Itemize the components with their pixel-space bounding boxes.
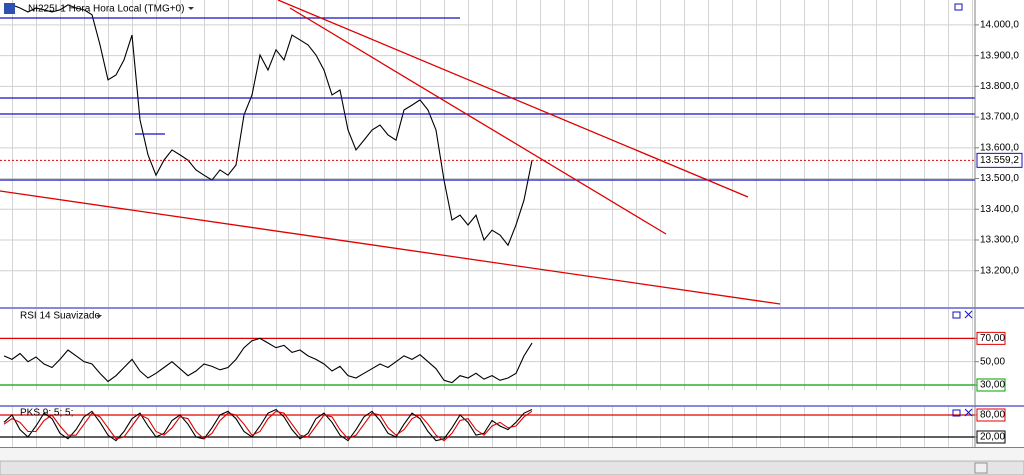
y-tick-label: 13.300,0 [980, 235, 1019, 246]
tick-box [976, 378, 1006, 392]
y-tick-label: 30,00 [980, 380, 1005, 391]
y-tick-label: 13.700,0 [980, 112, 1019, 123]
tick-box [976, 430, 1006, 444]
y-tick-label: 13.800,0 [980, 81, 1019, 92]
y-tick-label: 13.500,0 [980, 173, 1019, 184]
series-line [3, 410, 533, 442]
maximize-button[interactable] [952, 311, 961, 319]
plots: 13.200,0 13.300,0 13.400,0 13.500,0 13.600,0… [0, 4, 1023, 460]
maximize-button[interactable] [952, 409, 961, 417]
drawings [0, 0, 975, 305]
series-line [3, 408, 533, 442]
y-tick-label: 14.000,0 [980, 20, 1019, 31]
symbol-icon [4, 3, 15, 14]
tick-box [976, 408, 1006, 422]
time-axis [0, 448, 1024, 460]
last-price-box [976, 152, 1023, 168]
maximize-button[interactable] [954, 3, 963, 11]
y-tick-label: 13.600,0 [980, 142, 1019, 153]
title-menu[interactable] [188, 7, 194, 10]
tick-box [976, 331, 1006, 345]
y-tick-label: 50,00 [980, 356, 1005, 367]
y-tick-label: 13.400,0 [980, 204, 1019, 215]
chart-title: NI225I 1 Hora Hora Local (TMG+0) [28, 4, 184, 15]
close-button[interactable] [964, 310, 973, 319]
y-tick-label: 13.900,0 [980, 50, 1019, 61]
scroll-thumb[interactable] [974, 462, 988, 474]
series-line [3, 337, 533, 384]
y-tick-label: 70,00 [980, 333, 1005, 344]
pks-title: PKS 9; 5; 5; [20, 408, 73, 419]
main-panel [0, 0, 975, 307]
y-tick-label: 20,00 [980, 432, 1005, 443]
last-price-label: 13.559,2 [980, 155, 1019, 166]
scrollbar[interactable] [0, 460, 1024, 475]
y-tick-label: 80,00 [980, 410, 1005, 421]
y-tick-label: 13.200,0 [980, 265, 1019, 276]
rsi-title: RSI 14 Suavizado [20, 311, 100, 322]
close-button[interactable] [964, 408, 973, 417]
rsi-panel [0, 309, 975, 390]
rsi-menu[interactable] [96, 315, 102, 318]
